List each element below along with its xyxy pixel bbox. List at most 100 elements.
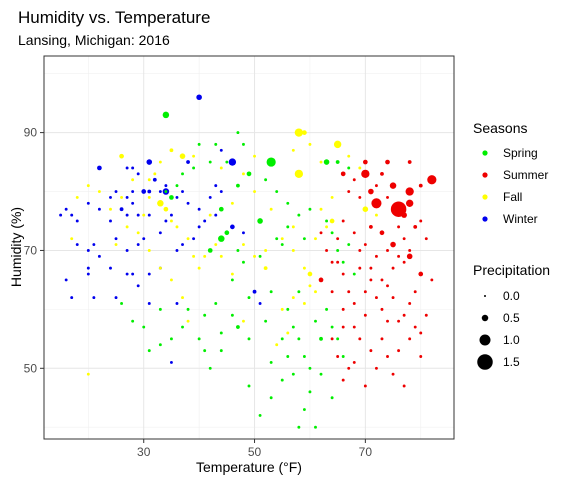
point-winter <box>131 190 135 193</box>
point-winter <box>131 201 135 205</box>
point-fall <box>230 201 234 205</box>
point-winter <box>114 190 118 193</box>
point-fall <box>186 237 190 241</box>
point-summer <box>336 355 340 358</box>
point-spring <box>236 183 240 188</box>
point-fall <box>75 195 79 199</box>
point-fall <box>308 142 312 146</box>
point-summer <box>380 278 384 282</box>
point-summer <box>369 278 373 282</box>
point-spring <box>286 355 290 358</box>
point-fall <box>280 307 284 311</box>
point-spring <box>269 396 273 400</box>
point-summer <box>369 266 373 270</box>
point-winter <box>181 243 184 247</box>
point-winter <box>125 213 129 217</box>
point-winter <box>164 219 168 223</box>
point-summer <box>374 184 378 188</box>
point-spring <box>208 366 212 370</box>
point-fall <box>307 271 313 277</box>
point-fall <box>186 319 190 323</box>
point-summer <box>369 349 373 353</box>
point-fall <box>203 254 207 258</box>
point-spring <box>330 325 334 329</box>
point-summer <box>408 302 412 305</box>
point-spring <box>341 355 345 358</box>
point-spring <box>308 390 312 394</box>
point-spring <box>275 190 279 193</box>
point-spring <box>308 366 312 370</box>
point-summer <box>330 337 334 341</box>
point-fall <box>302 302 306 305</box>
point-spring <box>286 201 290 205</box>
point-winter <box>131 166 135 170</box>
point-spring <box>203 349 207 353</box>
point-fall <box>291 296 295 300</box>
point-spring <box>325 219 329 223</box>
point-fall <box>219 166 223 170</box>
point-summer <box>347 190 351 193</box>
point-summer <box>419 219 423 223</box>
point-spring <box>236 131 240 135</box>
point-winter <box>131 272 135 276</box>
point-summer <box>352 302 356 305</box>
point-spring <box>258 254 262 258</box>
point-fall <box>119 153 124 159</box>
point-winter <box>136 172 140 176</box>
point-summer <box>413 224 418 229</box>
point-winter <box>97 254 101 258</box>
point-fall <box>153 172 157 176</box>
point-spring <box>269 360 273 364</box>
point-fall <box>208 213 212 217</box>
size-legend-label: 1.5 <box>503 355 520 369</box>
point-winter <box>70 296 74 300</box>
chart-subtitle: Lansing, Michigan: 2016 <box>18 32 170 48</box>
point-winter <box>136 284 140 288</box>
point-fall <box>362 206 369 212</box>
point-summer <box>402 237 406 241</box>
point-summer <box>419 331 423 335</box>
point-summer <box>374 366 378 370</box>
point-winter <box>86 201 90 205</box>
point-spring <box>218 235 225 242</box>
point-fall <box>263 266 268 271</box>
point-summer <box>402 260 406 264</box>
point-fall <box>109 207 112 211</box>
point-fall <box>114 243 118 247</box>
point-fall <box>308 284 312 288</box>
point-spring <box>280 337 284 341</box>
point-winter <box>59 213 63 217</box>
point-spring <box>302 237 306 241</box>
point-fall <box>275 343 279 347</box>
point-winter <box>136 243 140 247</box>
point-fall <box>86 184 90 188</box>
point-fall <box>169 219 173 223</box>
point-fall <box>314 237 317 241</box>
point-summer <box>363 313 367 317</box>
point-spring <box>158 307 162 311</box>
point-summer <box>368 188 374 195</box>
legend-key-summer <box>482 172 488 178</box>
point-winter <box>125 195 129 199</box>
point-fall <box>219 254 223 258</box>
point-fall <box>302 266 306 270</box>
point-summer <box>386 195 389 199</box>
point-winter <box>242 231 245 235</box>
point-spring <box>230 278 234 282</box>
point-spring <box>264 319 268 323</box>
point-winter <box>64 278 68 282</box>
point-spring <box>230 313 234 317</box>
point-fall <box>253 190 256 193</box>
point-summer <box>325 248 329 252</box>
point-fall <box>291 148 295 152</box>
point-winter <box>230 224 235 230</box>
point-summer <box>386 319 389 323</box>
x-axis-ticks: 30 50 70 <box>137 439 372 459</box>
point-winter <box>203 219 207 223</box>
point-winter <box>75 219 79 223</box>
point-spring <box>297 290 301 294</box>
point-spring <box>197 337 201 341</box>
point-winter <box>181 190 184 193</box>
point-fall <box>97 190 101 193</box>
point-winter <box>114 237 118 241</box>
